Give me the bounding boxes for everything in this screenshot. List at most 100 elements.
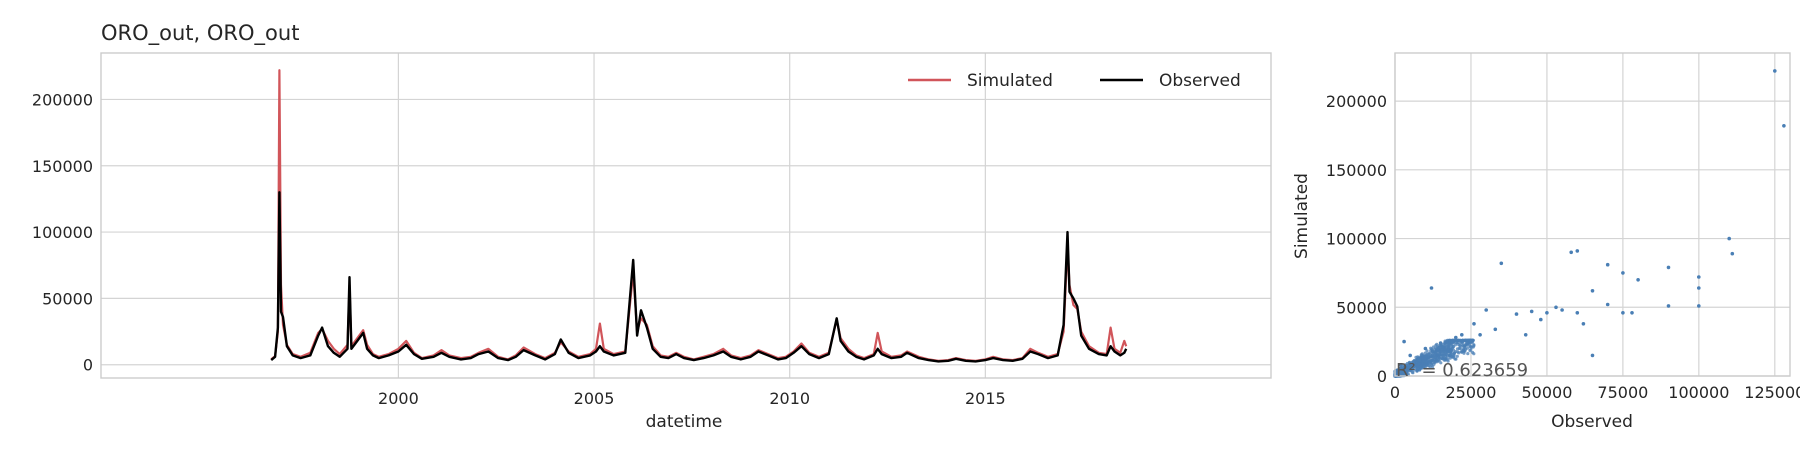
scatter-point [1458,343,1462,347]
scatter-point [1402,339,1406,344]
scatter-points [1393,69,1786,378]
scatter-point [1554,305,1558,310]
scatter-point [1621,311,1625,315]
scatter-point [1462,348,1466,353]
scatter-point [1590,353,1595,358]
scatter-y-axis-label: Simulated [1292,173,1312,259]
scatter-x-tick-label: 100000 [1668,383,1729,402]
scatter-point [1421,357,1425,362]
timeseries-y-tick-label: 200000 [32,90,93,109]
series-line-simulated [270,69,1128,362]
scatter-point [1455,354,1459,358]
scatter-point [1460,333,1464,337]
scatter-y-tick-label: 0 [1377,367,1387,386]
scatter-point [1468,345,1472,349]
scatter-point [1666,265,1671,270]
timeseries-x-tick-label: 2000 [378,389,419,408]
scatter-point [1560,308,1564,312]
scatter-point [1569,250,1573,255]
scatter-point [1424,363,1428,367]
scatter-point [1432,350,1437,354]
scatter-point [1447,345,1451,349]
scatter-point [1539,317,1543,322]
scatter-point [1575,311,1580,315]
scatter-point [1422,362,1426,366]
scatter-point [1439,361,1443,365]
scatter-point [1418,365,1422,369]
scatter-point [1465,346,1469,350]
scatter-point [1415,368,1419,372]
scatter-ticks: 0 25000 50000 75000 100000 125000 0 50000 100000… [1326,92,1800,402]
timeseries-y-tick-label: 50000 [42,289,93,308]
scatter-point [1443,341,1447,346]
scatter-point [1438,341,1443,345]
scatter-point [1450,345,1454,349]
scatter-x-tick-label: 75000 [1597,383,1648,402]
timeseries-legend: Simulated Observed [908,71,1241,91]
scatter-point [1404,367,1408,371]
scatter-point [1470,350,1475,354]
scatter-point [1575,249,1580,253]
scatter-point [1773,69,1777,73]
scatter-x-tick-label: 0 [1390,383,1400,402]
timeseries-gridlines [101,53,1271,378]
scatter-y-tick-label: 200000 [1326,92,1387,111]
scatter-point [1428,360,1432,364]
scatter-point [1472,344,1476,348]
legend-label-simulated: Simulated [967,71,1053,91]
scatter-point [1396,368,1400,373]
scatter-point [1411,360,1415,365]
scatter-point [1408,360,1412,364]
scatter-point [1441,345,1445,349]
scatter-point [1429,286,1434,290]
scatter-point [1453,351,1457,355]
scatter-point [1425,352,1430,356]
scatter-point [1454,340,1458,344]
scatter-point [1581,322,1586,326]
scatter-point [1445,339,1449,343]
scatter-point [1450,339,1454,344]
scatter-point [1399,363,1403,367]
scatter-point [1430,363,1434,367]
timeseries-title: ORO_out, ORO_out [101,21,299,46]
scatter-point [1441,347,1445,351]
scatter-x-tick-label: 25000 [1446,383,1497,402]
timeseries-x-axis-label: datetime [646,412,723,432]
scatter-point [1436,355,1440,359]
scatter-point [1447,353,1452,358]
scatter-point [1605,262,1610,267]
legend-label-observed: Observed [1159,71,1241,91]
scatter-point [1730,251,1735,256]
scatter-y-tick-label: 150000 [1326,161,1387,180]
scatter-point [1478,333,1482,337]
scatter-point [1423,357,1427,362]
scatter-point [1460,340,1464,344]
scatter-point [1523,333,1528,337]
scatter-point [1457,346,1461,350]
scatter-point [1451,355,1455,359]
scatter-point [1408,353,1412,358]
timeseries-x-tick-label: 2010 [769,389,810,408]
scatter-point [1411,371,1415,375]
scatter-point [1630,311,1634,315]
scatter-point [1414,363,1418,367]
scatter-point [1401,371,1405,375]
timeseries-y-tick-label: 150000 [32,157,93,176]
scatter-point [1727,236,1731,241]
scatter-point [1499,261,1504,266]
scatter-point [1605,302,1610,307]
scatter-point [1545,311,1549,315]
r-squared-annotation: R² = 0.623659 [1396,360,1528,381]
scatter-point [1697,275,1701,279]
timeseries-x-tick-label: 2015 [965,389,1006,408]
scatter-point [1529,309,1534,314]
scatter-x-axis-label: Observed [1551,412,1633,432]
scatter-point [1408,367,1412,371]
scatter-point [1697,304,1701,308]
scatter-point [1454,335,1458,340]
scatter-point [1434,343,1438,348]
scatter-point [1421,354,1425,358]
scatter-x-tick-label: 50000 [1521,383,1572,402]
scatter-point [1441,354,1445,358]
